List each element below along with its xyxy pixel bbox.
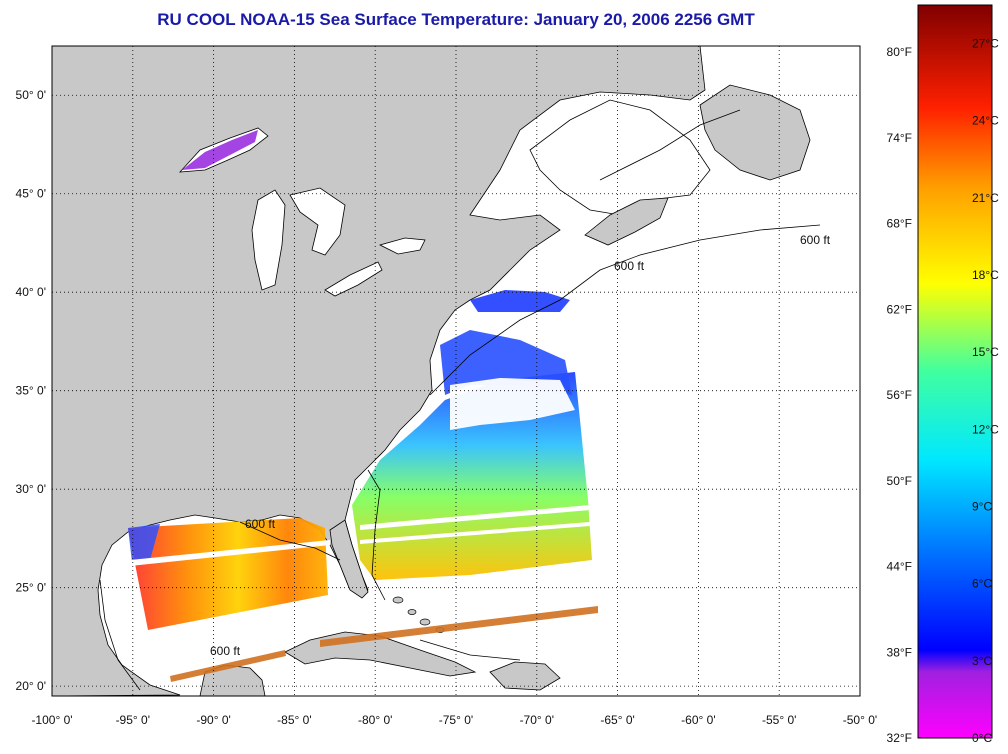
- longitude-label: -95° 0': [116, 713, 150, 727]
- land-nova-scotia: [584, 197, 669, 246]
- isobath-labels: 600 ft 600 ft 600 ft 600 ft: [210, 233, 831, 658]
- colorbar-labels: 27°C 24°C 21°C 18°C 15°C 12°C 9°C 6°C 3°C 0°C 80°F…: [887, 37, 1000, 745]
- map-title: RU COOL NOAA-15 Sea Surface Temperature:…: [157, 10, 755, 29]
- gulf-st-lawrence: [529, 99, 711, 216]
- fahrenheit-label: 74°F: [887, 131, 912, 145]
- fahrenheit-label: 32°F: [887, 731, 912, 745]
- celsius-label: 6°C: [972, 577, 992, 591]
- land-north-america: [52, 46, 706, 696]
- isobath-label: 600 ft: [800, 233, 831, 247]
- longitude-label: -65° 0': [600, 713, 634, 727]
- celsius-label: 27°C: [972, 37, 999, 51]
- longitude-label: -85° 0': [277, 713, 311, 727]
- lake-erie: [324, 261, 383, 297]
- latitude-label: 50° 0': [16, 88, 46, 102]
- fahrenheit-label: 44°F: [887, 560, 912, 574]
- celsius-label: 3°C: [972, 654, 992, 668]
- land-florida: [329, 519, 369, 599]
- latitude-label: 45° 0': [16, 187, 46, 201]
- map-frame: [51, 45, 861, 697]
- sst-swath-caribbean-1: [170, 650, 286, 682]
- longitude-labels: -100° 0' -95° 0' -90° 0' -85° 0' -80° 0' -75°…: [31, 713, 877, 727]
- latitude-label: 40° 0': [16, 285, 46, 299]
- cloud-mask-4: [360, 522, 590, 544]
- fahrenheit-label: 50°F: [887, 474, 912, 488]
- sst-swath-gulf-west: [128, 524, 160, 562]
- longitude-label: -55° 0': [762, 713, 796, 727]
- cloud-mask-3: [360, 505, 590, 530]
- sst-swath-caribbean-2: [320, 606, 598, 647]
- fahrenheit-label: 80°F: [887, 45, 912, 59]
- celsius-label: 15°C: [972, 345, 999, 359]
- sst-swath-gulf-maine: [470, 290, 570, 312]
- celsius-label: 24°C: [972, 114, 999, 128]
- latitude-labels: 20° 0' 25° 0' 30° 0' 35° 0' 40° 0' 45° 0' 50° …: [16, 88, 46, 693]
- longitude-label: -90° 0': [196, 713, 230, 727]
- colorbar: [917, 4, 993, 739]
- longitude-label: -100° 0': [31, 713, 72, 727]
- latitude-label: 20° 0': [16, 679, 46, 693]
- celsius-label: 12°C: [972, 422, 999, 436]
- lake-ontario: [378, 237, 426, 255]
- lake-michigan: [251, 189, 286, 291]
- longitude-label: -75° 0': [439, 713, 473, 727]
- celsius-label: 9°C: [972, 500, 992, 514]
- latitude-label: 25° 0': [16, 581, 46, 595]
- cloud-mask-2: [130, 540, 330, 566]
- isobath-label: 600 ft: [210, 644, 241, 658]
- graticule: [52, 46, 860, 696]
- sst-swath-mid-atlantic: [440, 330, 572, 395]
- fahrenheit-label: 62°F: [887, 302, 912, 316]
- celsius-label: 18°C: [972, 268, 999, 282]
- isobath-label: 600 ft: [614, 259, 645, 273]
- celsius-label: 21°C: [972, 191, 999, 205]
- isobath-label: 600 ft: [245, 517, 276, 531]
- longitude-label: -80° 0': [358, 713, 392, 727]
- latitude-label: 30° 0': [16, 482, 46, 496]
- land-newfoundland: [699, 84, 811, 181]
- longitude-label: -70° 0': [520, 713, 554, 727]
- longitude-label: -60° 0': [681, 713, 715, 727]
- fahrenheit-label: 38°F: [887, 645, 912, 659]
- fahrenheit-label: 56°F: [887, 388, 912, 402]
- latitude-label: 35° 0': [16, 384, 46, 398]
- land-hispaniola: [489, 661, 561, 691]
- celsius-label: 0°C: [972, 731, 992, 745]
- longitude-label: -50° 0': [843, 713, 877, 727]
- cloud-mask-1: [450, 378, 575, 430]
- fahrenheit-label: 68°F: [887, 217, 912, 231]
- sst-swath-lake-superior: [182, 130, 258, 170]
